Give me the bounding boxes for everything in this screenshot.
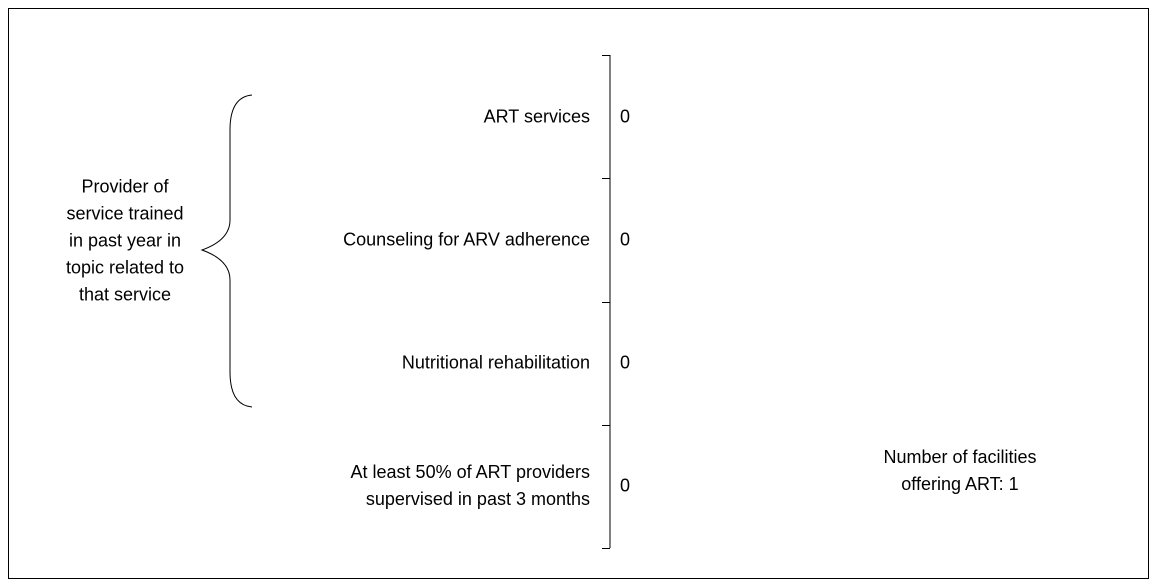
value-label: 0 xyxy=(620,475,631,496)
value-label: 0 xyxy=(620,352,631,373)
category-label: ART services xyxy=(483,106,590,127)
group-brace xyxy=(200,94,253,408)
category-label: At least 50% of ART providers supervised… xyxy=(350,462,590,510)
chart-frame xyxy=(8,8,1149,579)
value-label: 0 xyxy=(620,106,631,127)
category-label: Counseling for ARV adherence xyxy=(343,229,590,250)
group-label: Provider of service trained in past year… xyxy=(65,176,185,305)
value-label: 0 xyxy=(620,229,631,250)
annotation: Number of facilities offering ART: 1 xyxy=(883,447,1037,494)
category-label: Nutritional rehabilitation xyxy=(401,352,590,373)
